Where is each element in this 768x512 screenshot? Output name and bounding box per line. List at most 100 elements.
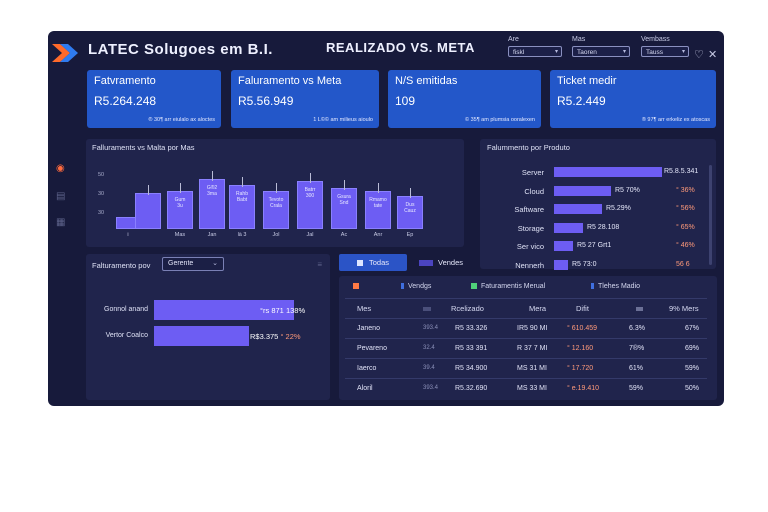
x-tick-label: Jan [207,232,217,238]
table-cell: 59% [685,365,700,372]
table-cell: R 37 7 MI [517,345,548,352]
col-header-mes[interactable]: Mes [357,304,372,313]
table-cell: Aloril [357,385,373,392]
y-tick-label: 30 [98,191,105,197]
gerente-bar[interactable] [154,326,249,346]
dashboard: LATEC Solugoes em B.I. REALIZADO VS. MET… [48,31,724,406]
bar-data-label: Gsura Snd [337,194,351,207]
table-cell: 7®% [629,345,645,352]
gerente-bar[interactable] [154,300,294,320]
table-row[interactable]: Pevareno 32.4 R5 33 391 R 37 7 MI ° 12.160 7®… [345,338,707,359]
bar[interactable] [365,190,391,229]
product-row[interactable]: Ser vico R5 27 Grt1 ° 46% [480,239,716,257]
error-whisker [212,171,213,182]
kpi-title: Faluramento vs Meta [238,75,342,87]
table-cell: R5 34.900 [455,365,488,372]
table-cell: 6.3% [629,325,645,332]
filter-area[interactable]: Are fiskl [508,36,562,58]
close-icon[interactable]: ✕ [708,49,718,61]
product-row[interactable]: Saftware R5.29% ° 56% [480,202,716,220]
x-tick-label: Anr [373,232,383,238]
tab-vendas[interactable]: Vendes [410,254,472,271]
table-cell: 50% [685,385,700,392]
x-tick-label: Jal [306,232,314,238]
bar-chart-area: 50 30 30 i Gum 3u Mas G®2 3ma Jan Rahb Babt là 3 T… [86,139,464,247]
legend-swatch [401,283,404,290]
col-header-qty[interactable] [423,307,431,311]
error-whisker [276,182,277,193]
kpi-value: R5.2.449 [557,94,606,108]
col-header-meta[interactable]: Mera [529,304,547,313]
error-whisker [378,182,379,193]
kpi-title: Ticket medir [557,75,617,87]
table-cell: MS 33 MI [517,385,547,392]
bar[interactable] [229,185,255,229]
table-cell: 32.4 [423,345,435,351]
gerente-value: R$3.375 ° 22% [250,332,301,341]
grid-icon[interactable]: ▦ [56,217,66,228]
tab-todas[interactable]: Todas [339,254,407,271]
sales-table: Vendgs Faturamentis Merual Tlehes Madio … [339,276,717,400]
table-cell: 59% [629,385,644,392]
gerente-dropdown[interactable]: Gerente ⌄ [162,257,224,271]
kpi-subtext: ® 97¶ arr erkeliz ex atoscas [641,117,710,123]
product-panel: Falummento por Produto Server R5.8.5.341 C… [480,139,716,270]
product-row[interactable]: Nennerh R5 73:0 56 6 [480,258,716,276]
col-header-realizado[interactable]: Rcelizado [451,304,484,313]
kpi-subtext: 1 L©© am milieus aioulo [313,117,373,123]
table-row[interactable]: Janeno 393.4 R5 33.326 IR5 90 MI ° 610.459 6.… [345,318,707,339]
heart-icon[interactable]: ♡ [694,49,704,61]
table-row[interactable]: Aloril 393.4 R5.32.690 MS 33 MI ° e.19.410 59… [345,378,707,399]
kpi-value: R5.264.248 [94,94,157,108]
col-header-diff[interactable]: Difit [576,304,589,313]
bar[interactable] [199,179,225,229]
bar[interactable] [135,193,161,229]
menu-icon[interactable]: ≡ [317,260,322,269]
filter-area-select[interactable]: fiskl [508,46,562,58]
chart-icon[interactable]: ▤ [56,191,66,202]
filter-vendor[interactable]: Vembass Tauss [641,36,689,58]
col-header-pct[interactable] [636,307,643,311]
kpi-faturamento-vs-meta[interactable]: Faluramento vs Meta R5.56.949 1 L©© am m… [231,70,379,128]
kpi-nfs-emitidas[interactable]: N/S emitidas 109 © 35¶ am plumsia oorale… [388,70,541,128]
filter-vendor-select[interactable]: Tauss [641,46,689,58]
y-tick-label: 30 [98,210,105,216]
product-row[interactable]: Server R5.8.5.341 [480,165,716,183]
filter-month-select[interactable]: Taoren [572,46,630,58]
table-cell: ° e.19.410 [567,385,599,392]
filter-month[interactable]: Mas Taoren [572,36,630,58]
col-header-pct-meta[interactable]: 9% Mers [669,304,699,313]
product-scrollbar[interactable] [709,165,712,265]
x-tick-label: Jol [272,232,280,238]
bar-tab-icon [419,260,433,267]
product-row[interactable]: Cloud R5 70% ° 36% [480,184,716,202]
kpi-faturamento[interactable]: Fatvramento R5.264.248 ® 30¶ arr eiulalo… [87,70,221,128]
table-cell: ° 610.459 [567,325,598,332]
latec-logo-icon [52,44,78,62]
bar[interactable] [397,195,423,229]
product-value: R5 70% [615,186,640,194]
tab-vendas-label: Vendes [438,258,464,267]
product-value: R5.29% [606,205,631,212]
bar[interactable] [167,190,193,229]
product-bar [554,204,602,214]
table-row[interactable]: Iaerco 39.4 R5 34.900 MS 31 MI ° 17.720 61% 59… [345,358,707,379]
bar-data-label: Rahb Babt [236,191,248,204]
table-cell: 69% [685,345,700,352]
legend-swatch [471,283,477,290]
filter-area-label: Are [508,36,519,43]
legend-swatch [353,283,359,290]
kpi-ticket-medio[interactable]: Ticket medir R5.2.449 ® 97¶ arr erkeliz … [550,70,716,128]
product-name: Nennerh [515,260,544,270]
divider [345,298,707,299]
legend-item: Vendgs [401,283,431,290]
app-title: LATEC Solugoes em B.I. [88,41,273,58]
product-value: R5.8.5.341 [664,168,699,175]
gerente-name: Gonnol anand [104,306,148,313]
kpi-value: R5.56.949 [238,94,294,108]
product-row[interactable]: Storage R5 28.108 ° 65% [480,221,716,239]
product-bar [554,185,611,196]
table-cell: Pevareno [357,345,387,352]
x-tick-label: là 3 [237,232,247,238]
target-icon[interactable]: ◉ [56,163,65,174]
